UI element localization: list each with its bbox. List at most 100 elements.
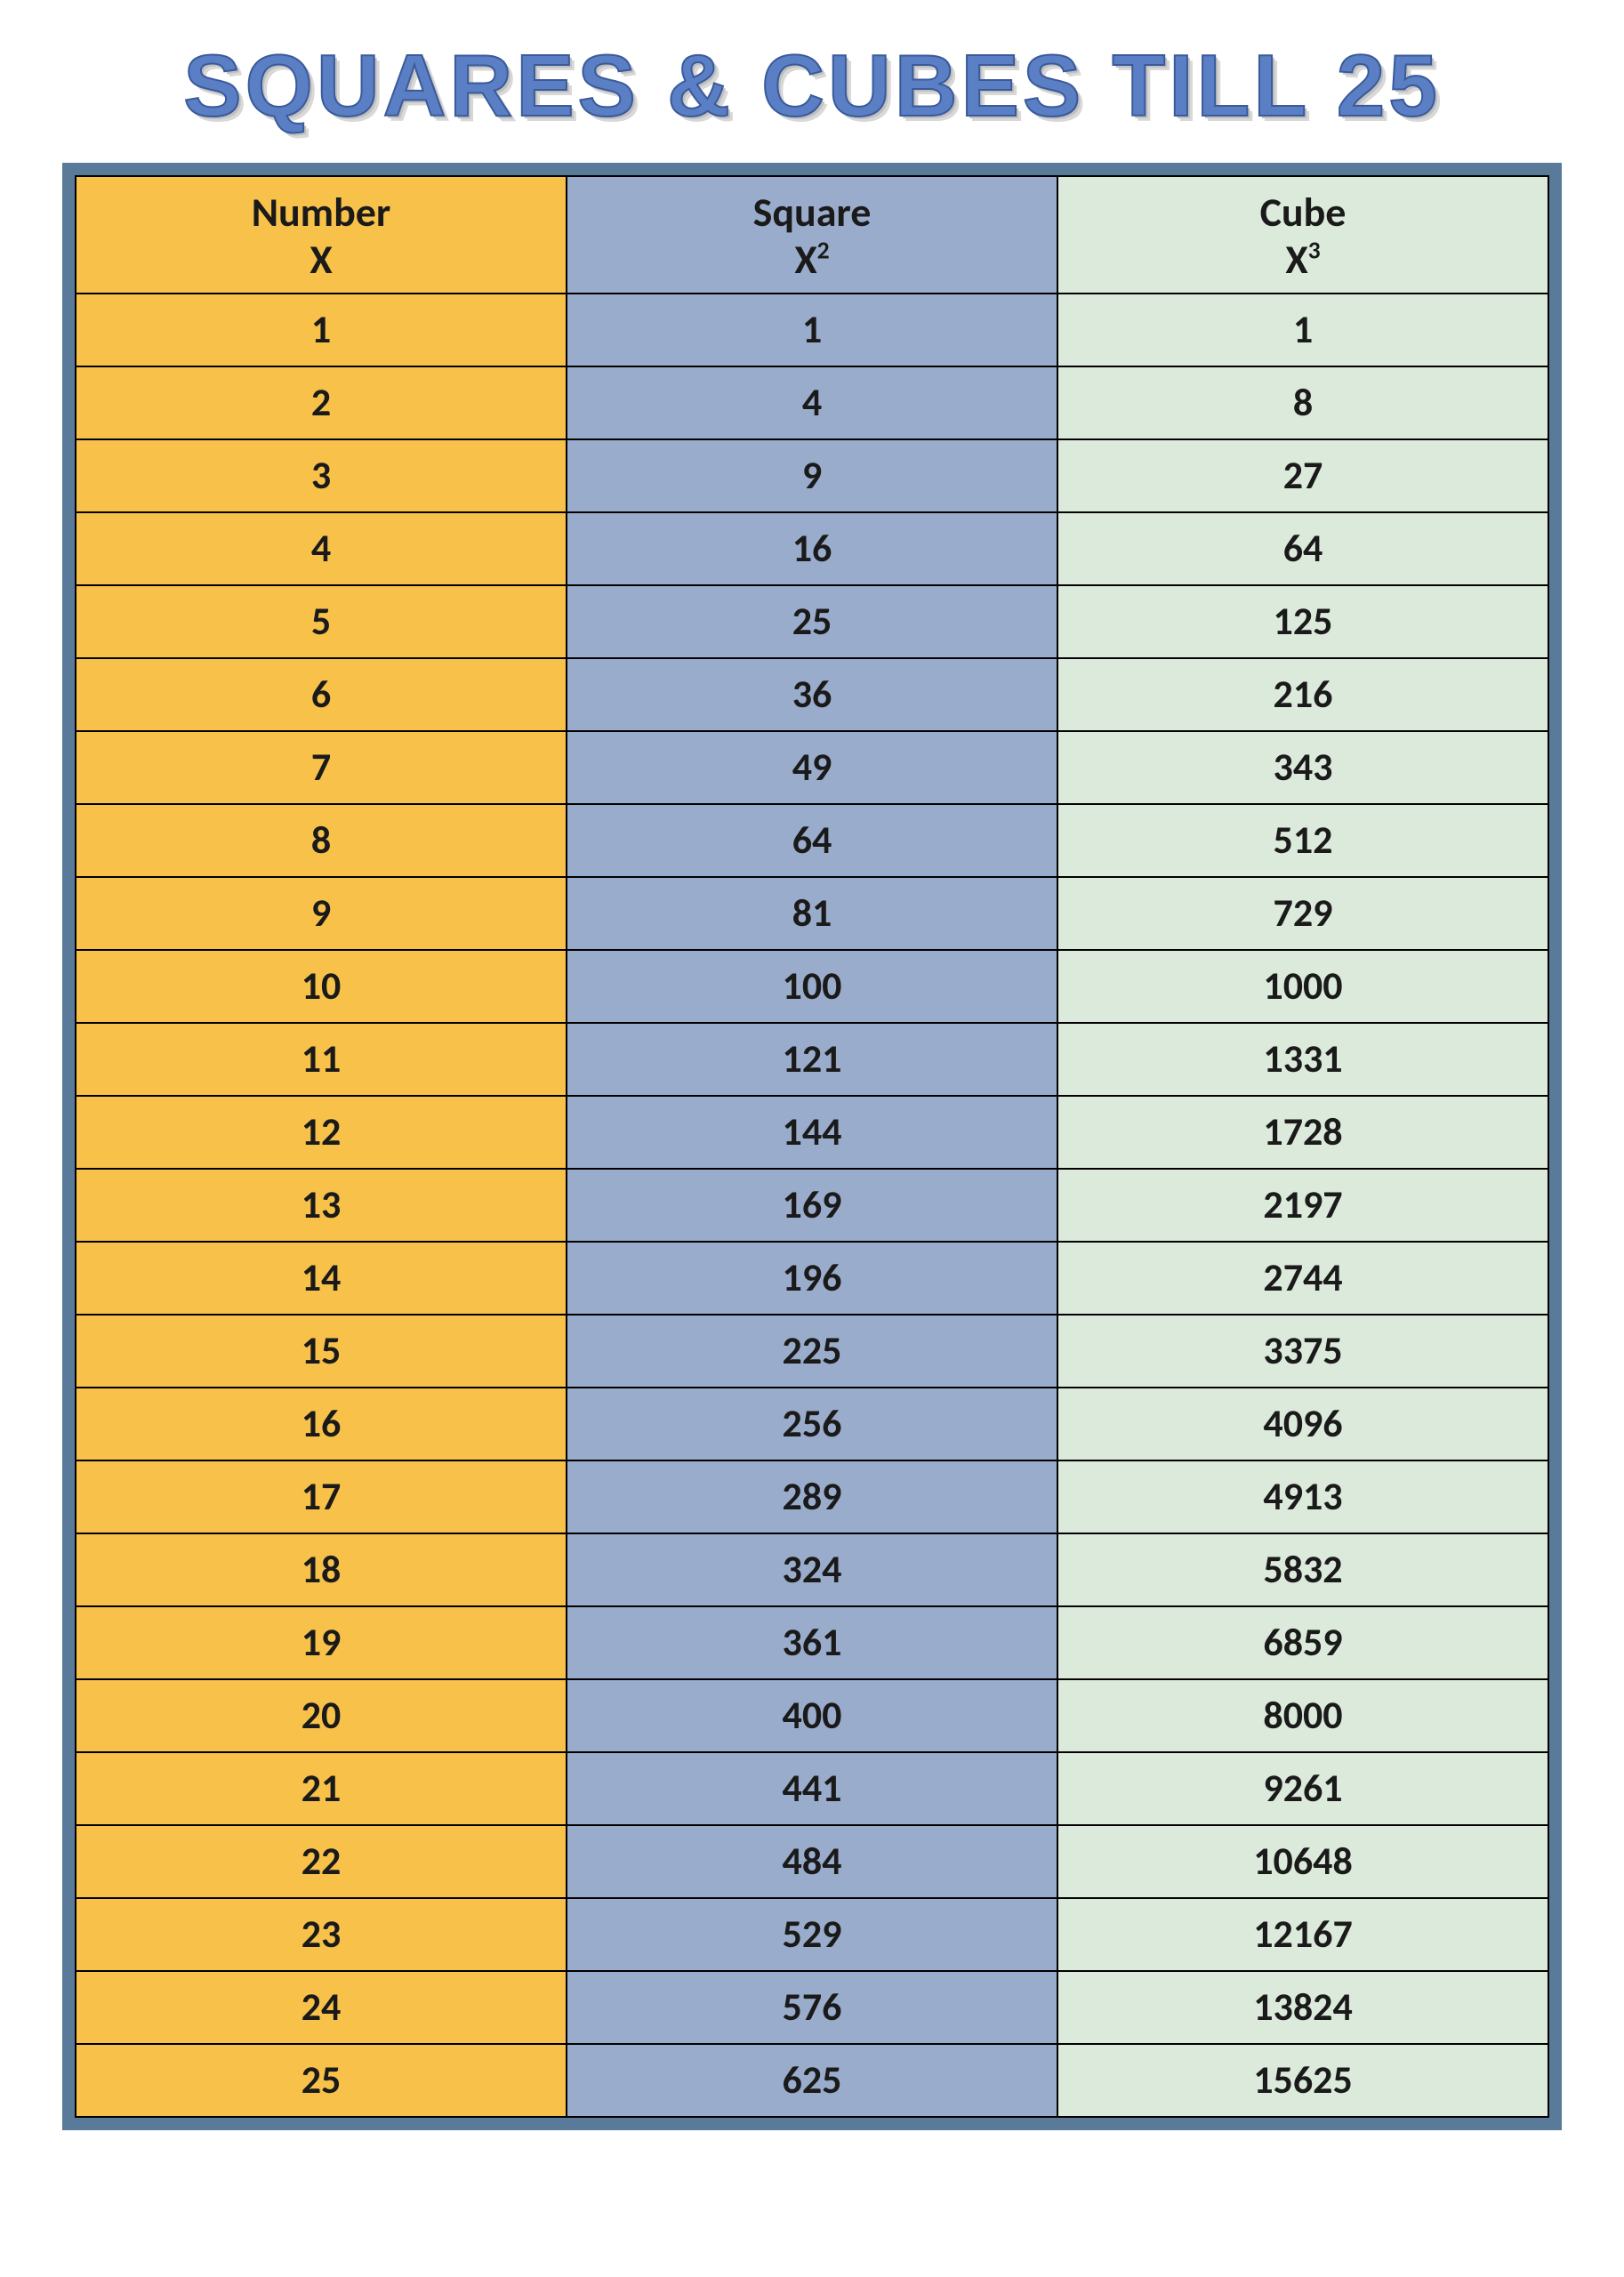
cell-cube: 343	[1057, 731, 1548, 804]
header-square-top: Square	[753, 188, 872, 237]
table-row: 131692197	[76, 1169, 1548, 1242]
table-row: 2248410648	[76, 1825, 1548, 1898]
table-row: 214419261	[76, 1752, 1548, 1825]
table-body: 1112483927416645251256362167493438645129…	[76, 294, 1548, 2117]
cell-cube: 13824	[1057, 1971, 1548, 2044]
cell-number: 1	[76, 294, 567, 366]
table-container: Number X Square X2 Cube X3 1112483927416…	[62, 163, 1562, 2130]
cell-cube: 10648	[1057, 1825, 1548, 1898]
table-row: 121441728	[76, 1096, 1548, 1169]
table-row: 981729	[76, 877, 1548, 950]
cell-square: 361	[567, 1606, 1057, 1679]
page-title: SQUARES & CUBES TILL 25	[62, 36, 1562, 136]
table-row: 248	[76, 366, 1548, 439]
cell-square: 225	[567, 1315, 1057, 1388]
cell-cube: 9261	[1057, 1752, 1548, 1825]
table-row: 183245832	[76, 1533, 1548, 1606]
cell-number: 11	[76, 1023, 567, 1096]
column-header-square: Square X2	[567, 176, 1057, 294]
cell-cube: 3375	[1057, 1315, 1548, 1388]
cell-number: 7	[76, 731, 567, 804]
cell-number: 12	[76, 1096, 567, 1169]
cell-cube: 2197	[1057, 1169, 1548, 1242]
cell-square: 625	[567, 2044, 1057, 2117]
table-row: 193616859	[76, 1606, 1548, 1679]
header-square-bottom: X2	[567, 237, 1057, 284]
table-row: 41664	[76, 512, 1548, 585]
cell-number: 18	[76, 1533, 567, 1606]
cell-square: 36	[567, 658, 1057, 731]
cell-number: 23	[76, 1898, 567, 1971]
header-number-top: Number	[252, 188, 391, 237]
cell-cube: 12167	[1057, 1898, 1548, 1971]
cell-cube: 15625	[1057, 2044, 1548, 2117]
cell-square: 289	[567, 1460, 1057, 1533]
cell-number: 16	[76, 1388, 567, 1460]
cell-cube: 8	[1057, 366, 1548, 439]
cell-cube: 5832	[1057, 1533, 1548, 1606]
cell-square: 9	[567, 439, 1057, 512]
cell-square: 100	[567, 950, 1057, 1023]
cell-number: 25	[76, 2044, 567, 2117]
table-row: 2562515625	[76, 2044, 1548, 2117]
cell-number: 14	[76, 1242, 567, 1315]
cell-cube: 729	[1057, 877, 1548, 950]
table-row: 525125	[76, 585, 1548, 658]
cell-square: 441	[567, 1752, 1057, 1825]
cell-number: 10	[76, 950, 567, 1023]
table-row: 152253375	[76, 1315, 1548, 1388]
cell-square: 25	[567, 585, 1057, 658]
cell-number: 19	[76, 1606, 567, 1679]
cell-square: 1	[567, 294, 1057, 366]
cell-square: 49	[567, 731, 1057, 804]
cell-cube: 512	[1057, 804, 1548, 877]
table-row: 172894913	[76, 1460, 1548, 1533]
cell-number: 20	[76, 1679, 567, 1752]
cell-cube: 216	[1057, 658, 1548, 731]
table-row: 636216	[76, 658, 1548, 731]
cell-square: 144	[567, 1096, 1057, 1169]
cell-square: 81	[567, 877, 1057, 950]
cell-cube: 1331	[1057, 1023, 1548, 1096]
table-row: 204008000	[76, 1679, 1548, 1752]
header-number-bottom: X	[76, 237, 566, 284]
cell-square: 196	[567, 1242, 1057, 1315]
table-row: 162564096	[76, 1388, 1548, 1460]
cell-cube: 64	[1057, 512, 1548, 585]
cell-cube: 1000	[1057, 950, 1548, 1023]
table-row: 864512	[76, 804, 1548, 877]
table-header-row: Number X Square X2 Cube X3	[76, 176, 1548, 294]
cell-number: 24	[76, 1971, 567, 2044]
cell-square: 4	[567, 366, 1057, 439]
cell-square: 400	[567, 1679, 1057, 1752]
cell-square: 324	[567, 1533, 1057, 1606]
cell-square: 484	[567, 1825, 1057, 1898]
cell-square: 529	[567, 1898, 1057, 1971]
table-row: 141962744	[76, 1242, 1548, 1315]
cell-cube: 2744	[1057, 1242, 1548, 1315]
cell-square: 121	[567, 1023, 1057, 1096]
table-row: 2352912167	[76, 1898, 1548, 1971]
cell-cube: 6859	[1057, 1606, 1548, 1679]
cell-number: 4	[76, 512, 567, 585]
cell-number: 9	[76, 877, 567, 950]
cell-cube: 1	[1057, 294, 1548, 366]
cell-number: 17	[76, 1460, 567, 1533]
cell-square: 256	[567, 1388, 1057, 1460]
cell-cube: 8000	[1057, 1679, 1548, 1752]
squares-cubes-table: Number X Square X2 Cube X3 1112483927416…	[75, 175, 1549, 2118]
column-header-number: Number X	[76, 176, 567, 294]
cell-cube: 27	[1057, 439, 1548, 512]
cell-cube: 4913	[1057, 1460, 1548, 1533]
cell-number: 3	[76, 439, 567, 512]
table-row: 111211331	[76, 1023, 1548, 1096]
cell-cube: 1728	[1057, 1096, 1548, 1169]
table-row: 749343	[76, 731, 1548, 804]
cell-number: 15	[76, 1315, 567, 1388]
cell-number: 22	[76, 1825, 567, 1898]
cell-cube: 4096	[1057, 1388, 1548, 1460]
table-row: 101001000	[76, 950, 1548, 1023]
cell-square: 169	[567, 1169, 1057, 1242]
cell-square: 576	[567, 1971, 1057, 2044]
cell-number: 5	[76, 585, 567, 658]
